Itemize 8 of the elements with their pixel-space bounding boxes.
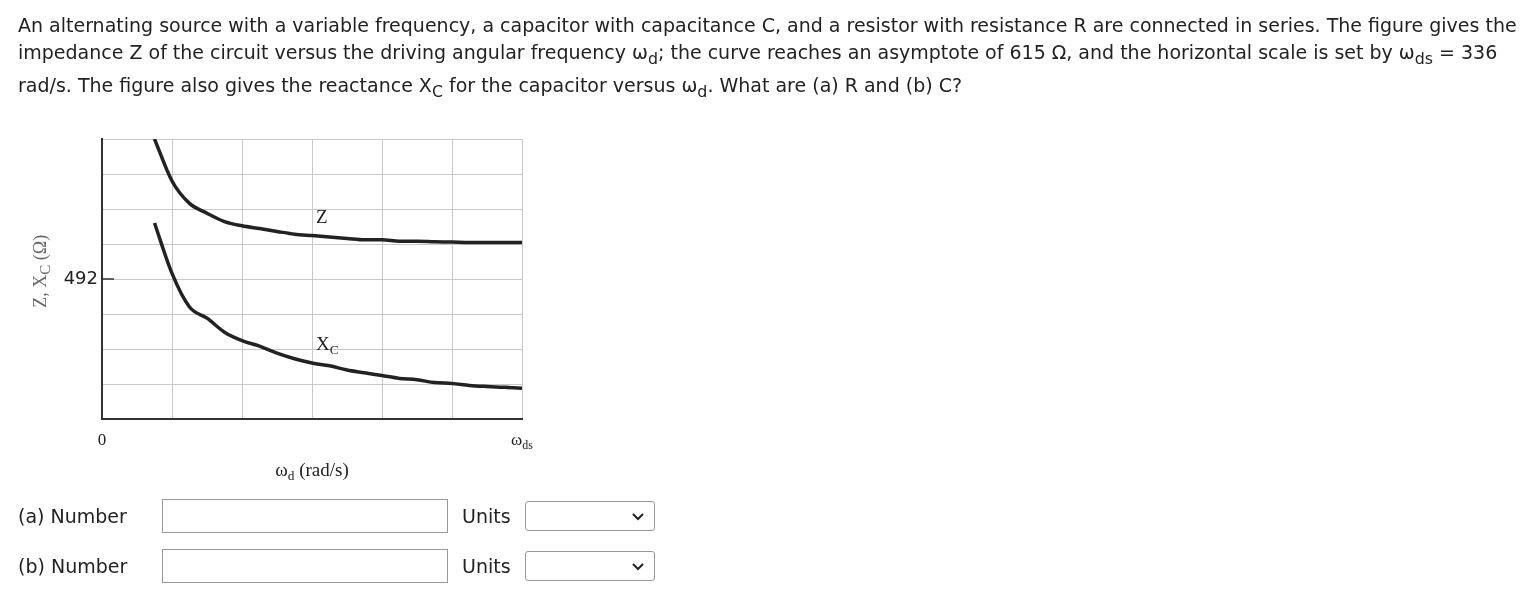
text: (b) Number (18, 554, 129, 577)
series-label: Z (316, 205, 328, 227)
chart-title: An alternating source with a variable frequency, a capacitor with capacitance C, and a resistor with resistance R are connected in series. The figure gives the impedance Z of the circuit versus the driving angular frequency ω$_{d}$; the curve reaches an asymptote of 615 Ω, and the horizontal scale is set by ω$_{ds}$ = 336 rad/s. The figure also gives the reactance X$_{C}$ for the capacitor versus ω$_{d}$. What are (a) R and (b) C? (18, 14, 1517, 101)
x-tick-label: 0 (97, 430, 107, 450)
text: Units (462, 504, 511, 527)
text: 492 (63, 266, 98, 288)
text: (a) Number (18, 504, 128, 527)
text: Units (462, 554, 511, 577)
